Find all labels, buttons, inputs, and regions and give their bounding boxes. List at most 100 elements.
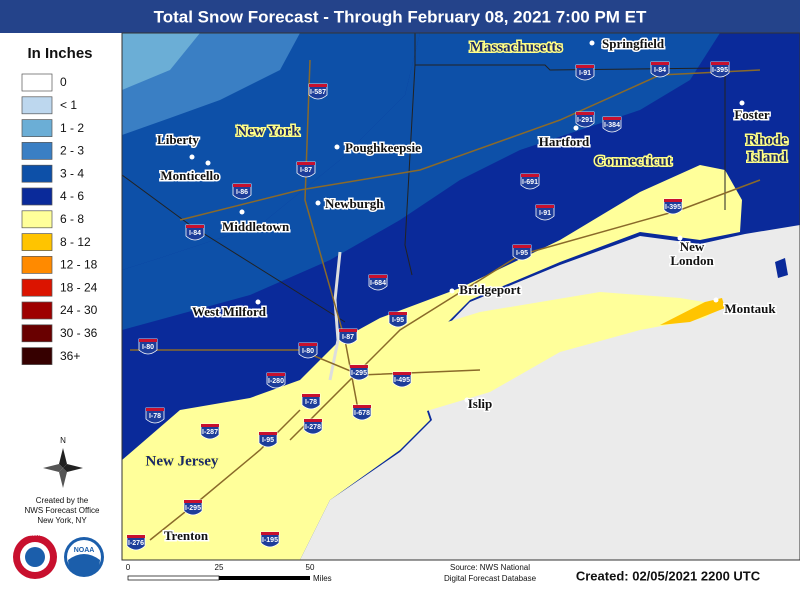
map-labels: I-587 I-87 I-86 I-84 I-91 I-84 I-395 I-291 I-384… [126,34,790,551]
interstate-shield-top [309,84,327,87]
scale-label: 50 [306,563,315,572]
interstate-shield [575,111,595,128]
interstate-shield-top [576,65,594,68]
scale-label: 0 [126,563,131,572]
interstate-shield [232,183,252,200]
interstate-shield [602,116,622,133]
interstate-shield [266,372,286,389]
city-label: Hartford [539,134,590,149]
snow-region [660,298,725,325]
interstate-shield [535,204,555,221]
state-label: Massachusetts [470,39,563,55]
interstate-shield-top [350,365,368,368]
interstate-shield [126,534,146,551]
compass [43,448,83,488]
interstate-shield-top [536,205,554,208]
legend-swatch [21,142,53,160]
city-label: London [670,253,714,268]
legend-label: 6 - 8 [60,212,84,226]
city-label: Foster [734,107,770,122]
road [149,409,301,541]
interstate-shield [388,311,408,328]
city-dot [255,299,261,305]
city-label: Liberty [157,132,199,147]
interstate-label: I-280 [268,378,284,385]
legend-swatch [21,73,53,92]
interstate-shield-top [261,532,279,535]
credit-line: NWS Forecast Office [25,506,101,515]
legend-swatch [21,256,53,274]
legend-swatch [21,210,53,229]
nws-logo-text: NATIONAL WEATHER SERVICE [5,532,65,537]
interstate-label: I-87 [342,334,354,341]
interstate-shield-top [146,408,164,411]
interstate-label: I-384 [604,122,620,129]
interstate-label: I-95 [392,317,404,324]
interstate-shield-top [139,339,157,342]
state-label: Connecticut [594,153,672,169]
map: I-587 I-87 I-86 I-84 I-91 I-84 I-395 I-291 I-384… [122,33,800,560]
interstate-label: I-684 [370,280,386,287]
road [130,349,481,376]
city-dot [167,529,173,535]
nws-logo: NATIONAL WEATHER SERVICE [5,532,65,579]
interstate-label: I-91 [579,70,591,77]
interstate-label: I-195 [262,537,278,544]
interstate-label: I-291 [577,117,593,124]
legend-swatch [21,96,53,115]
city-label: Trenton [164,528,209,543]
interstate-shield-top [353,405,371,408]
interstate-label: I-276 [128,540,144,547]
source-line: Source: NWS National [450,563,530,572]
road [179,69,761,221]
city-dot [713,297,719,303]
interstate-shield [710,61,730,78]
interstate-shield [183,499,203,516]
state-label: New Jersey [146,453,219,469]
legend-swatch [21,187,53,206]
city-label: Poughkeepsie [345,140,421,155]
city-dot [739,100,745,106]
interstate-label: I-295 [351,370,367,377]
city-dot [189,154,195,160]
interstate-shield-top [201,424,219,427]
interstate-label: I-80 [142,344,154,351]
legend-swatch [21,278,53,297]
city-label: Islip [468,396,493,411]
interstate-shield-top [521,174,539,177]
created-stamp: Created: 02/05/2021 2200 UTC [576,568,761,583]
noaa-logo-text: NOAA [74,547,95,554]
legend-panel [0,33,122,560]
interstate-shield [260,531,280,548]
city-label: Monticello [160,168,219,183]
road [304,59,361,421]
city-label: Springfield [602,36,665,51]
interstate-shield-top [651,62,669,65]
interstate-shield-top [664,199,682,202]
interstate-shield-top [603,117,621,120]
interstate-label: I-84 [189,230,201,237]
interstate-shield-top [369,275,387,278]
interstate-shield [349,364,369,381]
interstate-shield [308,83,328,100]
interstate-label: I-91 [539,210,551,217]
interstate-shield [512,244,532,261]
legend-label: 36+ [60,349,80,363]
interstate-shield [352,404,372,421]
interstate-label: I-495 [394,377,410,384]
city-dot [589,40,595,46]
city-dot [449,288,455,294]
legend-swatch [21,347,53,365]
interstate-label: I-80 [302,348,314,355]
legend-label: 12 - 18 [60,258,98,272]
map-frame [121,32,800,561]
legend-label: 18 - 24 [60,280,98,294]
city-dot [239,209,245,215]
interstate-shield [338,328,358,345]
legend-swatch [21,301,53,320]
credit-line: New York, NY [37,516,87,525]
interstate-shield-top [576,112,594,115]
legend-swatch [21,324,53,343]
state-label: Rhode [746,132,788,148]
